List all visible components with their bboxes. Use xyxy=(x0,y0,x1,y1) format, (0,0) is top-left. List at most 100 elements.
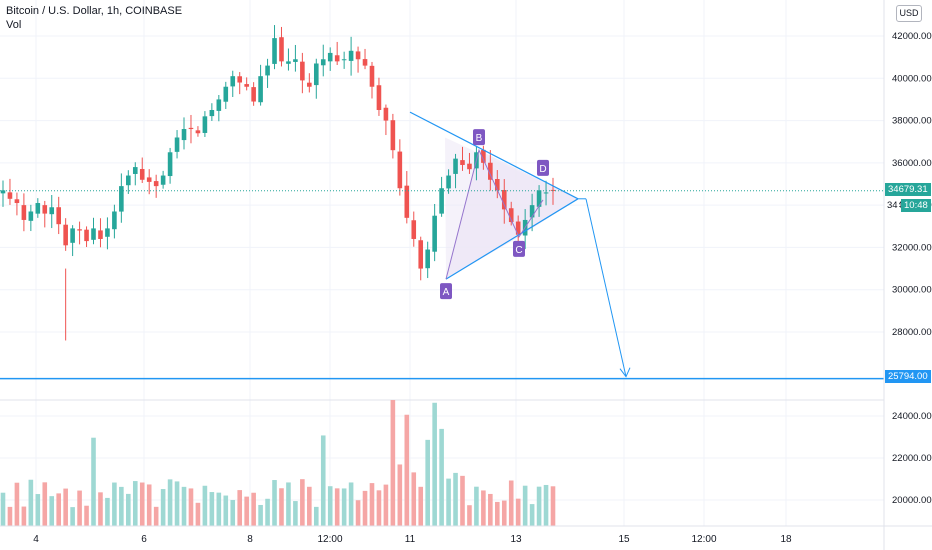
symbol-title: Bitcoin / U.S. Dollar, 1h, COINBASE xyxy=(6,5,183,17)
candle-body xyxy=(341,59,347,61)
volume-bar xyxy=(91,437,96,526)
volume-bar xyxy=(348,482,354,526)
volume-bar xyxy=(495,501,500,526)
volume-tick-label: 20000.00 xyxy=(892,495,932,506)
candle-body xyxy=(446,175,451,189)
volume-bar xyxy=(334,488,340,526)
candle-body xyxy=(126,175,131,186)
candle-body xyxy=(543,192,549,194)
price-tick-label: 42000.00 xyxy=(892,31,932,42)
candle-body xyxy=(167,152,173,177)
volume-bar xyxy=(550,486,556,526)
time-tick-label: 12:00 xyxy=(691,534,716,545)
point-label: C xyxy=(515,245,522,256)
chart-legend: Bitcoin / U.S. Dollar, 1h, COINBASE Vol xyxy=(6,4,182,32)
volume-bar xyxy=(14,482,20,526)
volume-bar xyxy=(501,500,507,526)
volume-bar xyxy=(320,435,326,526)
price-tick-label: 30000.00 xyxy=(892,285,932,296)
volume-bar xyxy=(167,479,173,526)
volume-tick-label: 22000.00 xyxy=(892,453,932,464)
volume-bar xyxy=(425,439,430,526)
volume-bar xyxy=(35,494,41,526)
volume-bar xyxy=(63,488,68,526)
volume-bar xyxy=(522,485,528,526)
volume-bar xyxy=(488,493,493,526)
candle-body xyxy=(501,190,507,210)
abcd-path xyxy=(445,148,544,280)
volume-bar xyxy=(404,414,410,526)
volume-bar xyxy=(251,492,256,526)
volume-bar xyxy=(160,489,166,526)
volume-label: Vol xyxy=(6,19,22,31)
volume-bar xyxy=(383,484,389,526)
candle-body xyxy=(307,82,312,87)
candle-body xyxy=(174,137,180,152)
volume-bar xyxy=(216,492,222,526)
volume-bar xyxy=(84,505,89,526)
candle-body xyxy=(369,65,375,87)
volume-bar xyxy=(467,505,472,526)
price-tick-label: 40000.00 xyxy=(892,73,932,84)
volume-bars xyxy=(0,400,556,526)
volume-bar xyxy=(28,479,34,526)
candle-body xyxy=(272,38,277,64)
candle-body xyxy=(327,52,333,62)
point-label-bg xyxy=(473,129,485,146)
time-tick-label: 15 xyxy=(618,534,630,545)
candle-body xyxy=(279,37,284,62)
volume-bar xyxy=(439,428,444,526)
candle-body xyxy=(0,190,6,194)
volume-bar xyxy=(397,464,403,526)
volume-bar xyxy=(313,506,319,526)
target-price-tag: 25794.00 xyxy=(885,370,931,383)
currency-button[interactable]: USD xyxy=(896,5,922,22)
volume-bar xyxy=(153,506,159,526)
candle-body xyxy=(362,59,368,66)
candle-body xyxy=(56,207,61,225)
volume-bar xyxy=(307,486,312,526)
candle-body xyxy=(515,221,521,235)
volume-bar xyxy=(70,507,75,526)
candle-body xyxy=(77,229,82,231)
candle-body xyxy=(251,87,256,102)
candle-body xyxy=(453,158,458,174)
volume-bar xyxy=(195,502,201,526)
volume-bar xyxy=(286,482,291,526)
volume-bar xyxy=(126,493,131,526)
candle-body xyxy=(383,107,389,121)
candle-body xyxy=(348,50,354,61)
candle-body xyxy=(300,61,305,81)
volume-tick-label: 24000.00 xyxy=(892,411,932,422)
point-label: A xyxy=(443,287,450,298)
volume-bar xyxy=(300,479,305,526)
volume-bar xyxy=(418,486,424,526)
price-tick-label: 38000.00 xyxy=(892,116,932,127)
candle-body xyxy=(536,190,542,207)
candle-body xyxy=(244,84,249,87)
volume-bar xyxy=(237,490,243,526)
volume-bar xyxy=(132,481,138,526)
volume-bar xyxy=(265,498,270,526)
candle-body xyxy=(425,249,430,269)
candle-body xyxy=(70,228,75,243)
candle-body xyxy=(195,130,201,134)
candle-body xyxy=(508,208,514,223)
candle-body xyxy=(488,162,493,180)
time-tick-label: 13 xyxy=(510,534,522,545)
candle-body xyxy=(529,205,535,218)
point-label: B xyxy=(476,133,483,144)
volume-bar xyxy=(174,481,180,526)
candle-body xyxy=(21,205,27,220)
volume-bar xyxy=(355,500,361,526)
candle-body xyxy=(495,179,500,191)
pattern-overlay: A B C D xyxy=(0,111,884,380)
volume-bar xyxy=(272,480,277,526)
volume-bar xyxy=(105,497,110,526)
candle-body xyxy=(98,230,103,239)
candle-body xyxy=(84,229,89,242)
volume-bar xyxy=(515,498,521,526)
volume-bar xyxy=(244,496,249,526)
candle-body xyxy=(432,215,437,252)
